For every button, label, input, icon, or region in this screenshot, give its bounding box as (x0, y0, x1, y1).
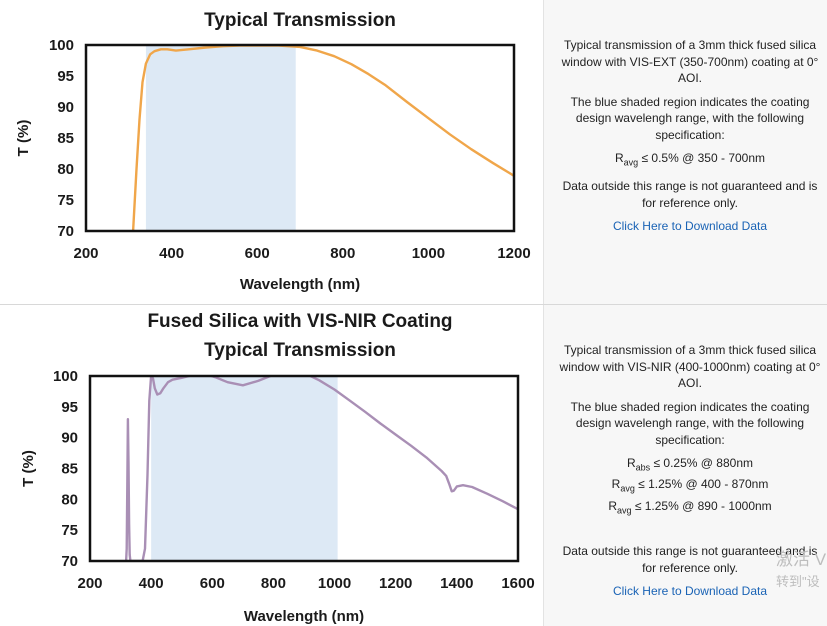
spec-line: Ravg ≤ 1.25% @ 890 - 1000nm (554, 498, 826, 519)
x-tick-label: 400 (159, 245, 184, 262)
coating-design-range-shade (151, 376, 338, 561)
product-row-vis-nir: Fused Silica with VIS-NIR Coating Typical… (0, 305, 827, 626)
spec-line: Rabs ≤ 0.25% @ 880nm (554, 455, 826, 476)
spec-line: Ravg ≤ 1.25% @ 400 - 870nm (554, 476, 826, 497)
spec-text: ≤ 0.5% @ 350 - 700nm (638, 151, 766, 165)
x-tick-label: 1200 (497, 245, 530, 262)
transmission-chart-vis-nir: Fused Silica with VIS-NIR Coating Typical… (20, 311, 535, 625)
chart-title-line: Typical Transmission (204, 340, 396, 361)
y-tick-label: 100 (49, 37, 74, 54)
y-tick-label: 85 (57, 130, 74, 147)
x-tick-label: 1200 (379, 575, 412, 592)
x-tick-label: 1600 (501, 575, 534, 592)
transmission-chart-vis-ext: Typical Transmission 70 75 80 85 90 95 100 200 40… (15, 10, 531, 293)
spec-list: Rabs ≤ 0.25% @ 880nm Ravg ≤ 1.25% @ 400 -… (554, 455, 826, 519)
y-tick-label: 100 (53, 368, 78, 385)
x-tick-label: 200 (77, 575, 102, 592)
x-tick-label: 600 (200, 575, 225, 592)
spec-symbol: R (614, 151, 624, 165)
activation-watermark-line2: 转到"设 (776, 574, 820, 589)
x-tick-label: 800 (330, 245, 355, 262)
info-disclaimer: Data outside this range is not guarantee… (562, 179, 818, 210)
y-tick-label: 75 (57, 192, 74, 209)
spec-text: ≤ 0.25% @ 880nm (650, 456, 754, 470)
spec-text: ≤ 1.25% @ 400 - 870nm (634, 477, 769, 492)
info-shaded-note: The blue shaded region indicates the coa… (570, 94, 810, 142)
spec-symbol: R (626, 456, 636, 470)
y-tick-label: 80 (61, 491, 78, 508)
activation-watermark-line1: 激活 V (776, 550, 827, 569)
y-tick-label: 70 (57, 223, 74, 240)
y-tick-label: 75 (61, 522, 78, 539)
y-tick-label: 80 (57, 161, 74, 178)
x-axis-label: Wavelength (nm) (244, 608, 364, 625)
x-tick-label: 400 (139, 575, 164, 592)
spec-list: Ravg ≤ 0.5% @ 350 - 700nm (554, 150, 826, 171)
info-panel-content: Typical transmission of a 3mm thick fuse… (554, 37, 826, 235)
info-disclaimer: Data outside this range is not guarantee… (562, 544, 818, 575)
spec-text: ≤ 1.25% @ 890 - 1000nm (631, 498, 772, 513)
spec-symbol: R (611, 477, 621, 492)
download-data-link[interactable]: Click Here to Download Data (612, 584, 768, 599)
chart-title-line: Fused Silica with VIS-NIR Coating (147, 311, 452, 332)
y-tick-label: 95 (57, 68, 74, 85)
spec-subscript: avg (623, 157, 639, 168)
info-panel: Typical transmission of a 3mm thick fuse… (544, 305, 827, 626)
download-data-link[interactable]: Click Here to Download Data (612, 219, 768, 234)
y-tick-label: 95 (61, 399, 78, 416)
spec-subscript: avg (616, 505, 632, 516)
x-tick-label: 600 (245, 245, 270, 262)
info-description: Typical transmission of a 3mm thick fuse… (561, 38, 819, 85)
y-tick-label: 70 (61, 553, 78, 570)
plot-frame (88, 374, 520, 563)
x-tick-label: 1400 (440, 575, 473, 592)
x-tick-label: 1000 (412, 245, 445, 262)
product-row-vis-ext: Typical Transmission 70 75 80 85 90 95 100 200 40… (0, 0, 827, 305)
y-tick-label: 85 (61, 461, 78, 478)
x-axis-label: Wavelength (nm) (240, 276, 360, 293)
plot-frame (84, 43, 516, 233)
info-shaded-note: The blue shaded region indicates the coa… (570, 399, 810, 447)
y-axis-label: T (%) (20, 450, 37, 487)
spec-subscript: avg (620, 483, 635, 494)
chart-cell: Fused Silica with VIS-NIR Coating Typical… (0, 305, 544, 626)
chart-title-line: Typical Transmission (204, 10, 396, 31)
info-panel-content: Typical transmission of a 3mm thick fuse… (554, 342, 826, 600)
info-panel: Typical transmission of a 3mm thick fuse… (544, 0, 827, 304)
spec-line: Ravg ≤ 0.5% @ 350 - 700nm (554, 150, 826, 171)
chart-cell: Typical Transmission 70 75 80 85 90 95 100 200 40… (0, 0, 544, 304)
info-description: Typical transmission of a 3mm thick fuse… (559, 343, 821, 390)
y-axis-label: T (%) (15, 120, 32, 157)
x-tick-label: 200 (73, 245, 98, 262)
coating-design-range-shade (145, 45, 296, 231)
x-tick-label: 800 (261, 575, 286, 592)
spec-subscript: abs (635, 462, 651, 473)
x-tick-label: 1000 (318, 575, 351, 592)
spec-symbol: R (608, 498, 617, 513)
y-tick-label: 90 (57, 99, 74, 116)
y-tick-label: 90 (61, 430, 78, 447)
